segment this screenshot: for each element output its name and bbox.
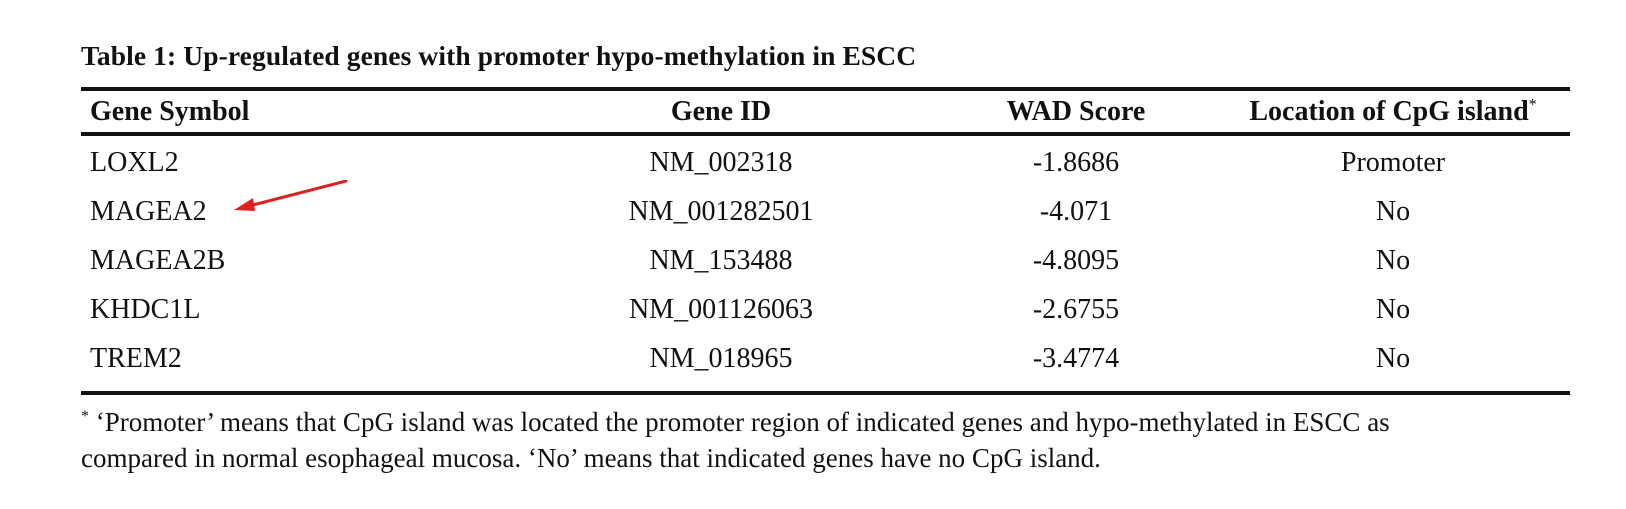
table-row: MAGEA2 NM_001282501 -4.071 No [81,186,1570,237]
cell-gene-id: NM_018965 [649,343,793,374]
cell-gene-id: NM_002318 [649,147,793,178]
table-row: LOXL2 NM_002318 -1.8686 Promoter [81,137,1570,188]
cell-wad-score: -4.8095 [1032,245,1120,276]
cell-gene-symbol: MAGEA2 [90,196,207,227]
cell-wad-score: -2.6755 [1032,294,1120,325]
red-arrow-icon [234,180,348,211]
table-footnote: * ‘Promoter’ means that CpG island was l… [81,404,1581,476]
footnote-line-1-text: ‘Promoter’ means that CpG island was loc… [89,407,1390,437]
table-top-rule [81,87,1570,91]
footnote-line-2: compared in normal esophageal mucosa. ‘N… [81,443,1101,473]
footnote-marker: * [81,408,89,425]
header-location-label: Location of CpG island [1249,96,1529,127]
cell-location: No [1375,343,1411,374]
cell-wad-score: -1.8686 [1032,147,1120,178]
table-row: KHDC1L NM_001126063 -2.6755 No [81,284,1570,335]
cell-location: No [1375,245,1411,276]
cell-location: No [1375,294,1411,325]
header-location: Location of CpG island* [1217,92,1569,132]
cell-gene-id: NM_001126063 [628,294,814,325]
table-bottom-rule [81,391,1570,395]
cell-gene-id: NM_153488 [649,245,793,276]
cell-gene-symbol: MAGEA2B [90,245,226,276]
cell-wad-score: -3.4774 [1032,343,1120,374]
footnote-line-1: * ‘Promoter’ means that CpG island was l… [81,404,1581,440]
table-title: Table 1: Up-regulated genes with promote… [81,40,917,71]
table-row: TREM2 NM_018965 -3.4774 No [81,333,1570,384]
header-location-marker: * [1528,96,1537,114]
cell-location: No [1375,196,1411,227]
cell-wad-score: -4.071 [1039,196,1113,227]
table-header-rule [81,132,1570,136]
cell-gene-symbol: LOXL2 [90,147,179,178]
cell-gene-id: NM_001282501 [628,196,814,227]
table-row: MAGEA2B NM_153488 -4.8095 No [81,235,1570,286]
header-wad-score: WAD Score [1006,96,1146,127]
header-gene-id: Gene ID [670,96,772,127]
header-gene-symbol: Gene Symbol [90,96,250,127]
cell-location: Promoter [1340,147,1446,178]
cell-gene-symbol: TREM2 [90,343,182,374]
table-header-row: Gene Symbol Gene ID WAD Score Location o… [81,92,1570,132]
cell-gene-symbol: KHDC1L [90,294,201,325]
